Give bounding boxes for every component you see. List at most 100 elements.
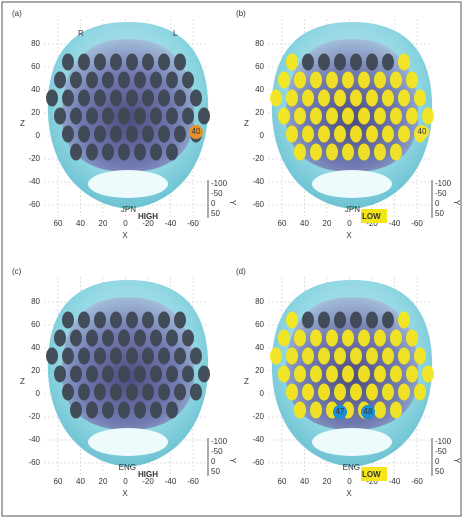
electrode [278, 366, 290, 383]
electrode [310, 330, 322, 347]
x-tick-label: 20 [323, 219, 332, 228]
electrode [46, 348, 58, 365]
electrode [110, 312, 122, 329]
electrode [70, 330, 82, 347]
electrode [358, 72, 370, 89]
electrode [318, 384, 330, 401]
y-tick-label: 50 [435, 467, 444, 476]
x-tick-label: -60 [411, 477, 423, 486]
x-tick-label: 0 [347, 219, 352, 228]
z-tick-label: 20 [31, 366, 40, 375]
condition-label: JPN [345, 205, 360, 214]
electrode [294, 366, 306, 383]
electrode [342, 330, 354, 347]
electrode [150, 108, 162, 125]
y-axis-label: Y [228, 458, 237, 464]
electrode [118, 402, 130, 419]
y-tick-label: 50 [435, 209, 444, 218]
electrode [86, 72, 98, 89]
z-axis-label: Z [244, 377, 249, 386]
electrode [318, 90, 330, 107]
electrode [62, 312, 74, 329]
condition-label: ENG [119, 463, 136, 472]
electrode [78, 384, 90, 401]
z-tick-label: -60 [28, 458, 40, 467]
x-tick-label: 0 [123, 477, 128, 486]
panel: (b)40806040200-20-40-60Z6040200-20-40-60… [236, 9, 461, 240]
electrode [166, 108, 178, 125]
electrode [118, 72, 130, 89]
y-tick-label: 50 [211, 467, 220, 476]
electrode [182, 366, 194, 383]
z-tick-label: 40 [255, 343, 264, 352]
electrode [94, 126, 106, 143]
electrode [398, 90, 410, 107]
electrode [142, 384, 154, 401]
electrode [174, 312, 186, 329]
y-axis-label: Y [228, 200, 237, 206]
z-tick-label: -40 [252, 435, 264, 444]
electrode [54, 108, 66, 125]
electrode [318, 126, 330, 143]
electrode [94, 54, 106, 71]
z-tick-label: 60 [255, 320, 264, 329]
electrode [302, 348, 314, 365]
electrode [406, 108, 418, 125]
z-tick-label: -60 [252, 200, 264, 209]
channel-label: 47 [336, 407, 345, 416]
electrode [174, 54, 186, 71]
z-tick-label: 0 [36, 131, 41, 140]
electrode [86, 108, 98, 125]
x-tick-label: -60 [187, 477, 199, 486]
electrode [158, 90, 170, 107]
x-tick-label: -40 [165, 219, 177, 228]
electrode [398, 54, 410, 71]
electrode [150, 330, 162, 347]
electrode [174, 384, 186, 401]
y-tick-label: -100 [211, 437, 228, 446]
electrode [182, 108, 194, 125]
z-tick-label: -20 [252, 412, 264, 421]
electrode [174, 90, 186, 107]
electrode [166, 330, 178, 347]
electrode [294, 108, 306, 125]
electrode [326, 72, 338, 89]
electrode [126, 126, 138, 143]
electrode [102, 366, 114, 383]
electrode [62, 348, 74, 365]
electrode [294, 72, 306, 89]
electrode [166, 144, 178, 161]
electrode [134, 330, 146, 347]
electrode [350, 312, 362, 329]
x-tick-label: -60 [411, 219, 423, 228]
y-tick-label: -100 [211, 179, 228, 188]
y-tick-label: -50 [435, 189, 447, 198]
z-tick-label: 80 [255, 297, 264, 306]
electrode [78, 126, 90, 143]
electrode [94, 348, 106, 365]
electrode [150, 144, 162, 161]
y-tick-label: 0 [435, 457, 440, 466]
x-axis-label: X [346, 489, 352, 498]
electrode [358, 144, 370, 161]
condition-label: ENG [343, 463, 360, 472]
level-label: LOW [362, 212, 381, 221]
electrode [166, 72, 178, 89]
electrode [118, 144, 130, 161]
electrode [134, 366, 146, 383]
electrode [390, 108, 402, 125]
y-tick-label: 0 [211, 457, 216, 466]
electrode [366, 384, 378, 401]
z-tick-label: 60 [31, 320, 40, 329]
electrode [398, 348, 410, 365]
electrode [302, 384, 314, 401]
electrode [318, 312, 330, 329]
electrode [302, 312, 314, 329]
electrode [78, 312, 90, 329]
electrode [286, 312, 298, 329]
electrode [334, 126, 346, 143]
electrode [358, 330, 370, 347]
panel: (a)40RL806040200-20-40-60Z6040200-20-40-… [12, 9, 237, 240]
electrode [118, 108, 130, 125]
